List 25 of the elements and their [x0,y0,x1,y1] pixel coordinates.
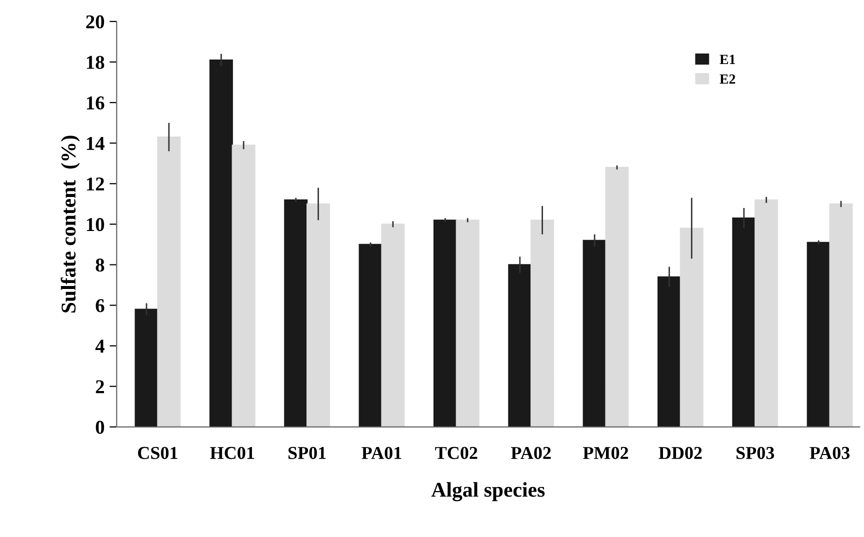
y-tick-label: 10 [86,218,104,232]
x-tick-label: SP03 [736,446,774,460]
x-tick-label: PA03 [810,446,850,460]
x-tick-label: PM02 [583,446,628,460]
x-tick-label: TC02 [435,446,478,460]
y-tick-label: 6 [96,299,104,312]
y-tick-label: 0 [96,420,104,434]
y-axis-title: Sulfate content (%) [60,136,80,312]
y-tick-label: 12 [86,178,104,190]
x-axis-title: Algal species [431,482,545,502]
x-tick-label: PA02 [511,446,551,460]
y-tick-label: 4 [95,340,104,353]
x-tick-label: HC01 [210,446,254,460]
x-tick-label: PA01 [362,446,402,460]
y-tick-label: 14 [86,137,104,150]
y-tick-label: 16 [86,96,104,110]
y-tick-label: 2 [96,380,104,394]
y-tick-label: 20 [86,15,104,28]
y-tick-label: 18 [86,56,104,69]
x-tick-label: CS01 [138,446,178,460]
legend-label: E1 [720,54,736,64]
x-tick-label: SP01 [288,446,326,460]
legend-label: E2 [720,74,736,84]
y-tick-label: 8 [96,258,104,272]
x-tick-label: DD02 [658,446,702,460]
